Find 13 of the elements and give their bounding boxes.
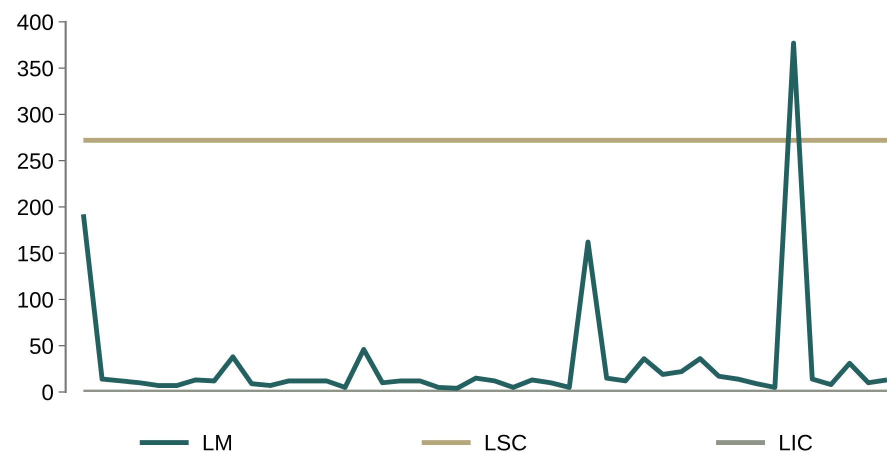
legend-label: LSC — [486, 434, 526, 451]
y-tick-label: 50 — [30, 338, 53, 354]
y-tick-label: 100 — [18, 292, 53, 308]
y-tick-label: 300 — [18, 106, 53, 123]
y-tick-label: 200 — [18, 199, 53, 216]
y-tick-label: 350 — [18, 60, 53, 76]
legend-label: LM — [204, 435, 232, 450]
legend-label: LIC — [780, 434, 812, 451]
line-series — [80, 40, 887, 391]
y-tick-label: 150 — [18, 246, 53, 262]
y-tick-label: 0 — [42, 384, 53, 400]
y-tick-label: 400 — [17, 14, 53, 30]
y-tick-label: 250 — [18, 153, 53, 169]
